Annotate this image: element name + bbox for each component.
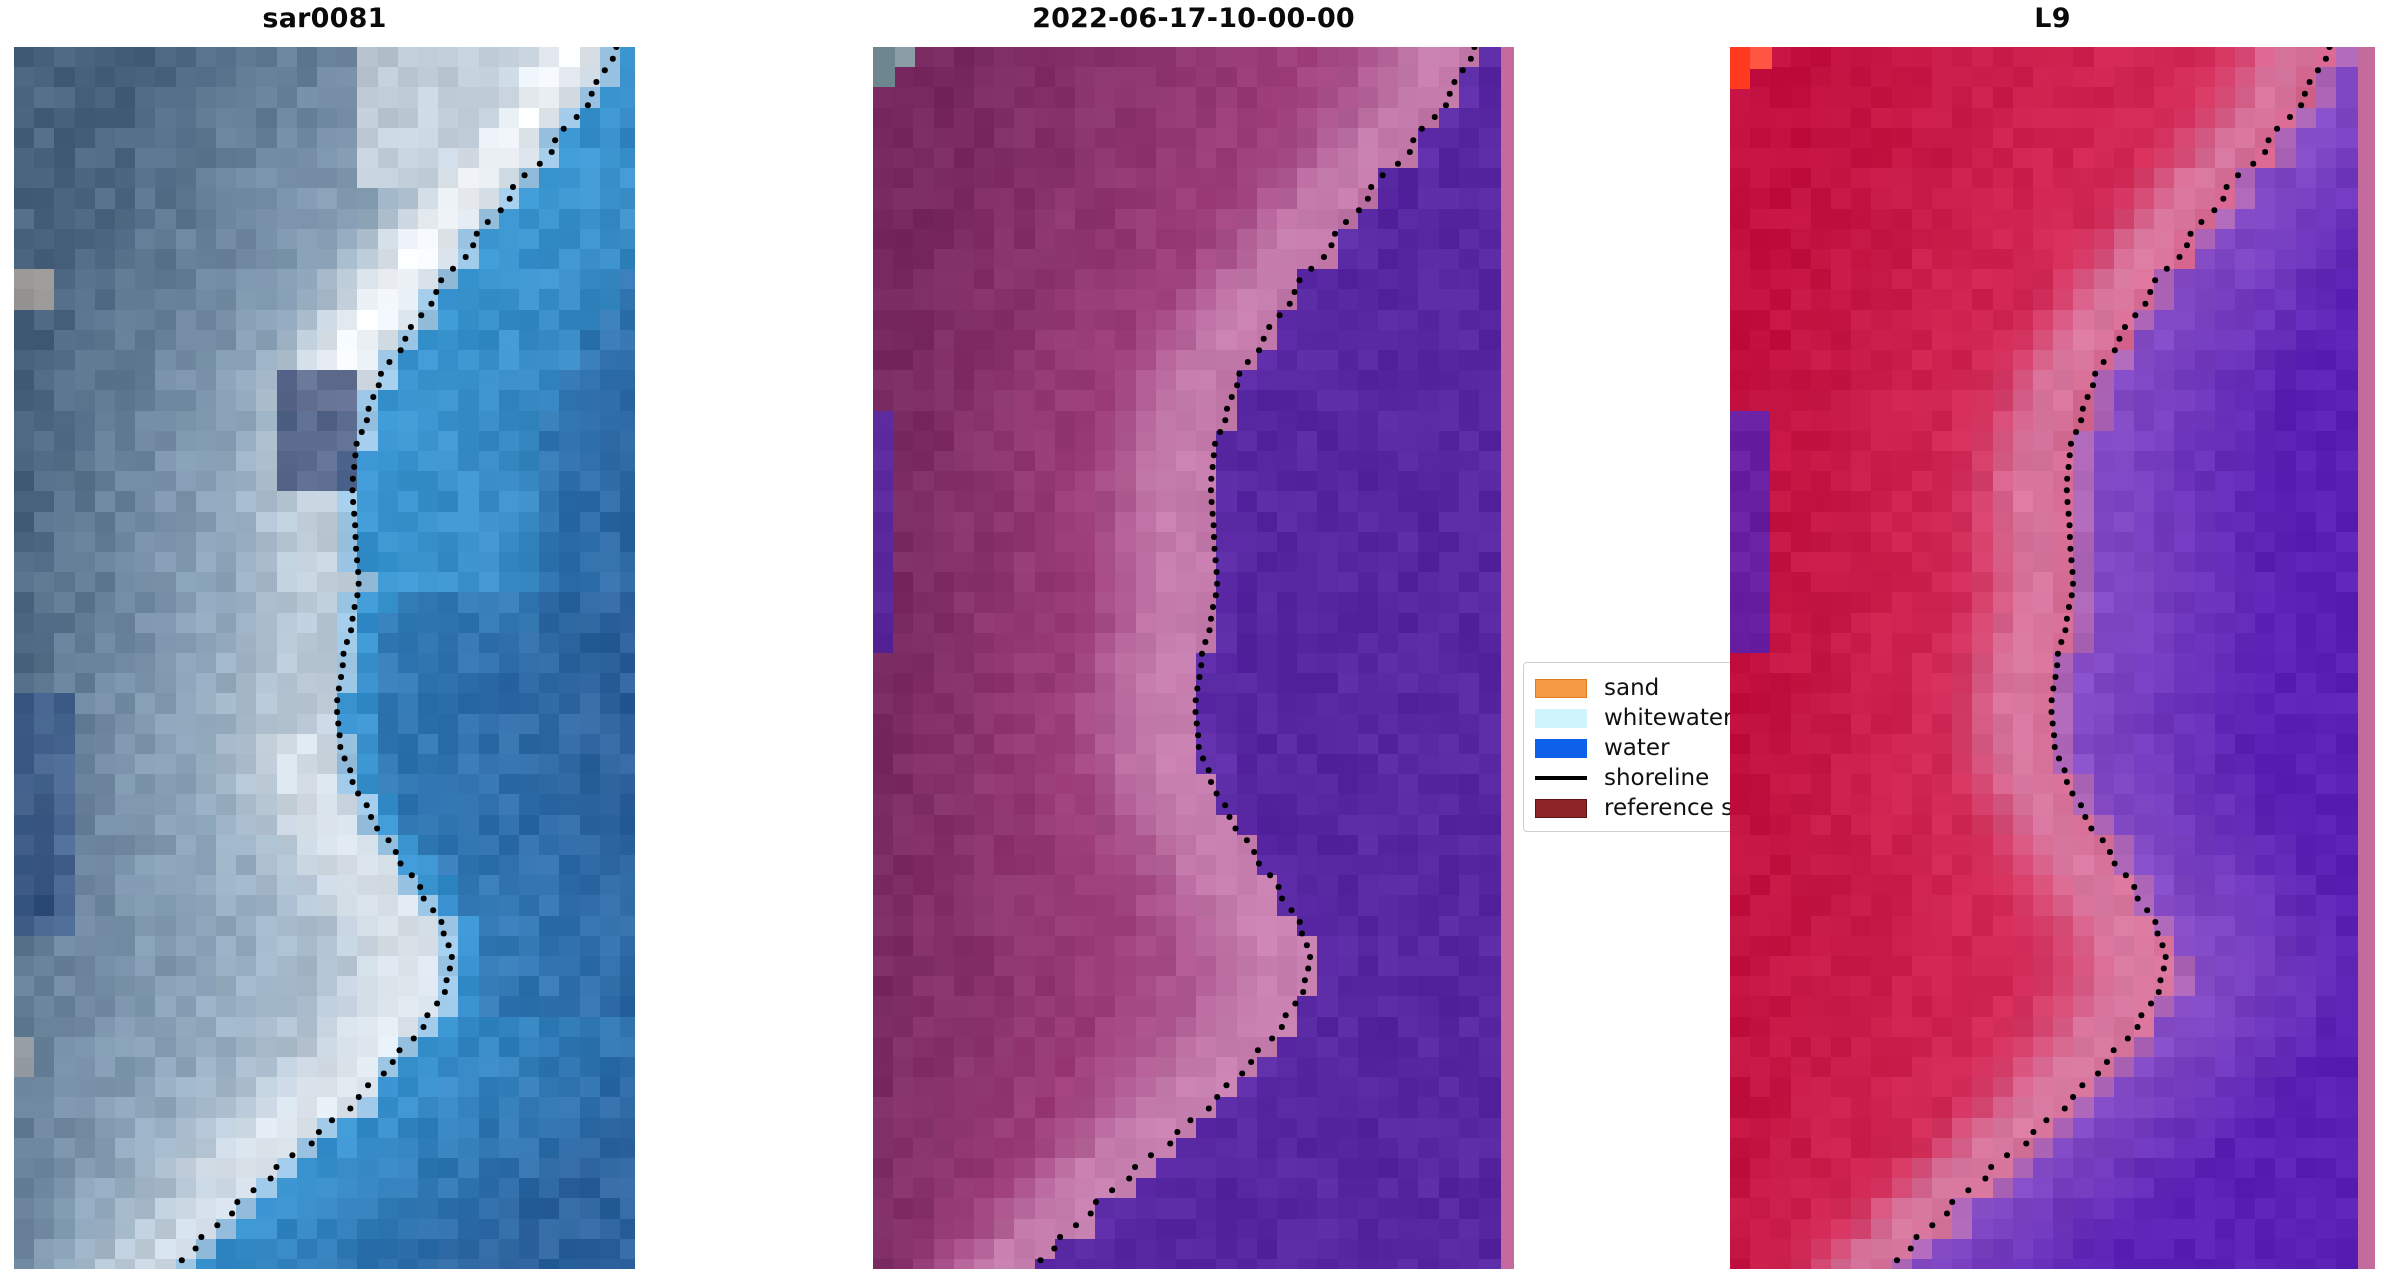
legend-item-whitewater[interactable]: whitewater xyxy=(1535,703,1730,733)
image-panel-sar0081[interactable] xyxy=(14,47,635,1269)
legend-item-water[interactable]: water xyxy=(1535,733,1730,763)
panel-title-right: L9 xyxy=(2034,3,2071,34)
legend-clipper: sand whitewater water shoreline referenc… xyxy=(1523,662,1730,834)
water-swatch-icon xyxy=(1535,738,1587,758)
legend-box: sand whitewater water shoreline referenc… xyxy=(1523,662,1730,832)
legend-item-shoreline[interactable]: shoreline xyxy=(1535,763,1730,793)
panel-title-center: 2022-06-17-10-00-00 xyxy=(1032,3,1355,34)
legend-label-shoreline: shoreline xyxy=(1604,764,1710,791)
panel-title-left: sar0081 xyxy=(262,3,387,34)
legend-label-water: water xyxy=(1604,734,1670,761)
sand-swatch-icon xyxy=(1535,678,1587,698)
legend-label-sand: sand xyxy=(1604,674,1660,701)
legend-item-sand[interactable]: sand xyxy=(1535,673,1730,703)
shoreline-line-icon xyxy=(1535,776,1587,780)
legend-label-reference-shoreline: reference shoreline xyxy=(1604,794,1730,821)
whitewater-swatch-icon xyxy=(1535,708,1587,728)
image-panel-classified[interactable] xyxy=(873,47,1514,1269)
legend-item-reference-shoreline[interactable]: reference shoreline xyxy=(1535,793,1730,823)
legend-label-whitewater: whitewater xyxy=(1604,704,1730,731)
image-panel-l9[interactable] xyxy=(1730,47,2375,1269)
reference-shoreline-swatch-icon xyxy=(1535,798,1587,818)
